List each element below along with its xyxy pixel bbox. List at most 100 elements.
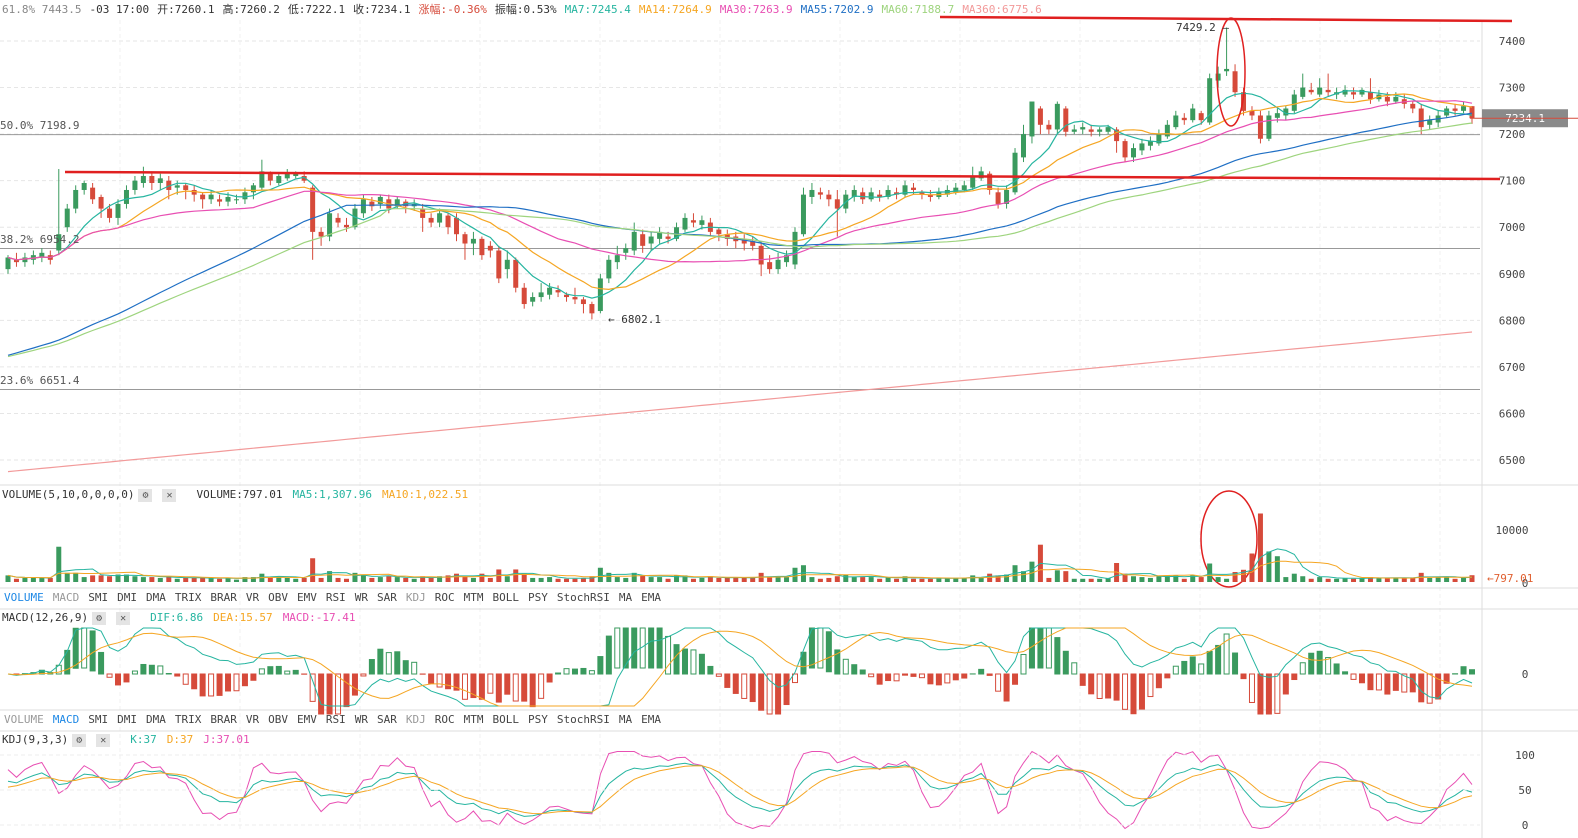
macd-histogram-bar bbox=[732, 673, 739, 694]
tab-obv[interactable]: OBV bbox=[268, 713, 288, 726]
tab-ema[interactable]: EMA bbox=[641, 591, 661, 604]
macd-histogram-bar bbox=[351, 673, 358, 696]
candle-body bbox=[22, 257, 28, 263]
candle-body bbox=[352, 208, 358, 228]
settings-icon[interactable]: ⚙ bbox=[72, 733, 87, 747]
settings-icon[interactable]: ⚙ bbox=[92, 611, 107, 625]
tab-stochrsi[interactable]: StochRSI bbox=[556, 591, 610, 604]
candle-body bbox=[233, 199, 239, 201]
candle-body bbox=[132, 180, 138, 190]
volume-bar bbox=[1401, 577, 1407, 582]
volume-bar bbox=[1122, 573, 1128, 582]
tab-roc[interactable]: ROC bbox=[434, 713, 455, 726]
candle-body bbox=[1207, 78, 1213, 123]
tab-macd[interactable]: MACD bbox=[52, 713, 80, 726]
candle-body bbox=[690, 220, 696, 223]
tab-rsi[interactable]: RSI bbox=[325, 591, 346, 604]
candle-body bbox=[530, 297, 536, 302]
candle-body bbox=[674, 227, 680, 239]
macd-histogram-bar bbox=[952, 673, 959, 681]
volume-bar bbox=[1376, 577, 1382, 582]
macd-histogram-bar bbox=[98, 651, 105, 675]
macd-histogram-bar bbox=[1325, 657, 1332, 675]
volume-bar bbox=[1071, 578, 1077, 582]
tab-ma[interactable]: MA bbox=[618, 713, 633, 726]
candle-body bbox=[267, 173, 273, 181]
tab-dma[interactable]: DMA bbox=[146, 713, 166, 726]
tab-psy[interactable]: PSY bbox=[528, 713, 548, 726]
tab-psy[interactable]: PSY bbox=[528, 591, 548, 604]
tab-dmi[interactable]: DMI bbox=[117, 713, 137, 726]
volume-bar bbox=[1147, 577, 1153, 582]
tab-kdj[interactable]: KDJ bbox=[405, 591, 426, 604]
low-marker-label: ← 6802.1 bbox=[608, 313, 661, 326]
macd-histogram-bar bbox=[445, 673, 452, 690]
volume-bar bbox=[1308, 578, 1314, 582]
volume-bar bbox=[1224, 578, 1230, 582]
close-icon[interactable]: ✕ bbox=[116, 611, 131, 625]
tab-boll[interactable]: BOLL bbox=[492, 713, 520, 726]
volume-bar bbox=[437, 576, 443, 582]
macd-histogram-bar bbox=[910, 673, 917, 677]
tab-macd[interactable]: MACD bbox=[52, 591, 80, 604]
macd-histogram-bar bbox=[555, 672, 562, 675]
tab-smi[interactable]: SMI bbox=[88, 591, 109, 604]
tab-obv[interactable]: OBV bbox=[268, 591, 288, 604]
macd-histogram-bar bbox=[927, 673, 934, 685]
volume-bar bbox=[149, 577, 155, 582]
macd-histogram-bar bbox=[868, 673, 875, 678]
tab-dma[interactable]: DMA bbox=[146, 591, 166, 604]
candle-body bbox=[597, 278, 603, 312]
settings-icon[interactable]: ⚙ bbox=[138, 488, 153, 502]
candle-body bbox=[335, 217, 341, 223]
tab-wr[interactable]: WR bbox=[354, 713, 368, 726]
tab-kdj[interactable]: KDJ bbox=[405, 713, 426, 726]
candle-body bbox=[1274, 113, 1280, 118]
high-marker-label: 7429.2 — bbox=[1176, 21, 1229, 34]
tab-roc[interactable]: ROC bbox=[434, 591, 455, 604]
tab-boll[interactable]: BOLL bbox=[492, 591, 520, 604]
tab-vr[interactable]: VR bbox=[245, 591, 260, 604]
tab-trix[interactable]: TRIX bbox=[174, 591, 202, 604]
tab-smi[interactable]: SMI bbox=[88, 713, 109, 726]
tab-brar[interactable]: BRAR bbox=[210, 591, 237, 604]
tab-brar[interactable]: BRAR bbox=[210, 713, 237, 726]
tab-volume[interactable]: VOLUME bbox=[4, 713, 44, 726]
tab-dmi[interactable]: DMI bbox=[117, 591, 137, 604]
tab-vr[interactable]: VR bbox=[245, 713, 260, 726]
kdj-d: D:37 bbox=[166, 733, 194, 746]
volume-bar bbox=[1317, 577, 1323, 582]
macd-histogram-bar bbox=[1333, 663, 1340, 675]
candle-body bbox=[1418, 108, 1424, 128]
tab-emv[interactable]: EMV bbox=[297, 713, 317, 726]
tab-rsi[interactable]: RSI bbox=[325, 713, 346, 726]
tab-sar[interactable]: SAR bbox=[377, 713, 397, 726]
ma60-label: MA60:7188.7 bbox=[881, 3, 955, 16]
volume-bar bbox=[301, 577, 307, 582]
tab-stochrsi[interactable]: StochRSI bbox=[556, 713, 610, 726]
candle-body bbox=[470, 238, 476, 244]
tab-mtm[interactable]: MTM bbox=[463, 713, 484, 726]
tab-mtm[interactable]: MTM bbox=[463, 591, 484, 604]
tab-volume[interactable]: VOLUME bbox=[4, 591, 44, 604]
macd-histogram-bar bbox=[622, 627, 629, 669]
candle-body bbox=[369, 201, 375, 207]
tab-trix[interactable]: TRIX bbox=[174, 713, 202, 726]
volume-bar bbox=[310, 558, 316, 582]
volume-bar bbox=[327, 571, 333, 582]
tab-sar[interactable]: SAR bbox=[377, 591, 397, 604]
macd-histogram-bar bbox=[1265, 673, 1272, 715]
candle-body bbox=[1367, 92, 1373, 100]
candle-body bbox=[589, 304, 595, 314]
tab-emv[interactable]: EMV bbox=[297, 591, 317, 604]
candle-body bbox=[1469, 106, 1475, 119]
volume-bar bbox=[944, 577, 950, 582]
tab-ma[interactable]: MA bbox=[618, 591, 633, 604]
volume-bar bbox=[538, 577, 544, 582]
tab-wr[interactable]: WR bbox=[354, 591, 368, 604]
volume-bar bbox=[1004, 574, 1010, 582]
close-icon[interactable]: ✕ bbox=[96, 733, 111, 747]
volume-bar bbox=[318, 577, 324, 582]
close-icon[interactable]: ✕ bbox=[162, 488, 177, 502]
tab-ema[interactable]: EMA bbox=[641, 713, 661, 726]
